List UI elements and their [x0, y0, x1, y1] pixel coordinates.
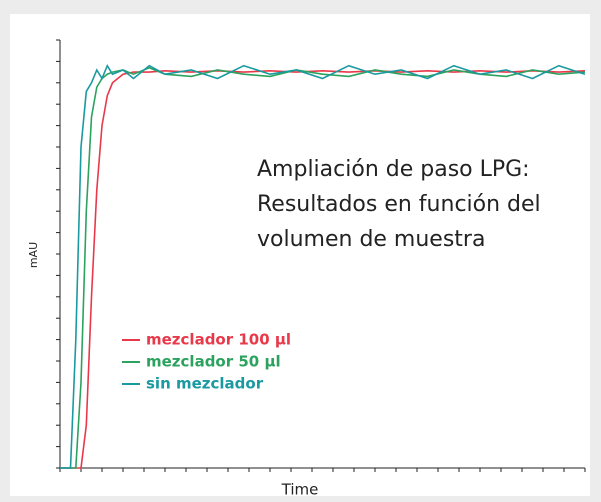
legend-label: mezclador 50 µl	[146, 353, 281, 371]
annotation: Resultados en función del	[257, 192, 541, 217]
annotation: Ampliación de paso LPG:	[257, 157, 530, 182]
legend-label: sin mezclador	[146, 375, 264, 393]
annotation: volumen de muestra	[257, 227, 485, 252]
series-line	[60, 66, 586, 469]
legend-label: mezclador 100 µl	[146, 331, 291, 349]
series-line	[60, 63, 586, 469]
series-line	[60, 69, 586, 469]
y-axis-label: mAU	[27, 242, 40, 268]
panel	[10, 14, 590, 496]
x-axis-label: Time	[281, 481, 319, 499]
